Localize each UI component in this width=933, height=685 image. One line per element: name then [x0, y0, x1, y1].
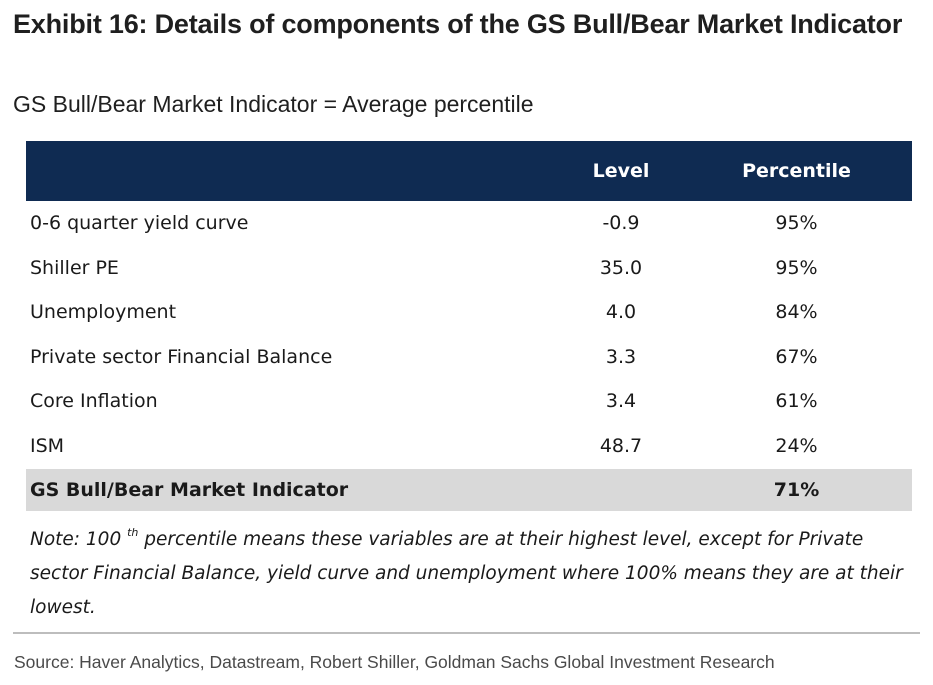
row-level: 4.0 — [605, 301, 637, 323]
table-row: Core Inflation 3.4 61% — [26, 379, 912, 424]
row-percentile: 24% — [775, 434, 818, 457]
exhibit-title: Exhibit 16: Details of components of the… — [13, 9, 903, 39]
table-row: Shiller PE 35.0 95% — [26, 246, 912, 291]
note-prefix: Note: 100 — [30, 529, 122, 550]
header-percentile: Percentile — [742, 160, 851, 182]
row-percentile: 61% — [775, 390, 818, 412]
note-text: percentile means these variables are at … — [30, 529, 903, 618]
table-note: Note: 100 th percentile means these vari… — [30, 516, 910, 625]
total-name: GS Bull/Bear Market Indicator — [30, 479, 349, 501]
note-superscript: th — [127, 526, 139, 539]
row-percentile: 67% — [775, 345, 818, 368]
header-level: Level — [592, 160, 650, 182]
table-row: Unemployment 4.0 84% — [26, 290, 912, 335]
row-name: Private sector Financial Balance — [30, 345, 333, 368]
row-percentile: 95% — [775, 212, 818, 234]
exhibit-subtitle: GS Bull/Bear Market Indicator = Average … — [13, 91, 534, 117]
row-name: ISM — [30, 434, 65, 457]
table-row: ISM 48.7 24% — [26, 424, 912, 469]
row-name: Core Inflation — [30, 390, 158, 412]
source-line: Source: Haver Analytics, Datastream, Rob… — [14, 652, 775, 672]
row-level: 35.0 — [599, 256, 643, 279]
components-table: Level Percentile 0-6 quarter yield curve… — [26, 141, 912, 511]
row-percentile: 95% — [775, 256, 818, 279]
divider — [13, 632, 920, 634]
row-level: -0.9 — [602, 212, 640, 234]
table-row: 0-6 quarter yield curve -0.9 95% — [26, 201, 912, 246]
total-percentile: 71% — [773, 479, 820, 501]
row-name: 0-6 quarter yield curve — [30, 212, 249, 234]
row-level: 3.4 — [605, 390, 637, 412]
row-level: 48.7 — [599, 434, 643, 457]
table-header: Level Percentile — [26, 141, 912, 201]
row-percentile: 84% — [775, 301, 818, 323]
table-row: Private sector Financial Balance 3.3 67% — [26, 335, 912, 380]
total-row: GS Bull/Bear Market Indicator 71% — [26, 469, 912, 511]
row-name: Shiller PE — [30, 256, 119, 279]
row-name: Unemployment — [30, 301, 177, 323]
row-level: 3.3 — [605, 345, 637, 368]
